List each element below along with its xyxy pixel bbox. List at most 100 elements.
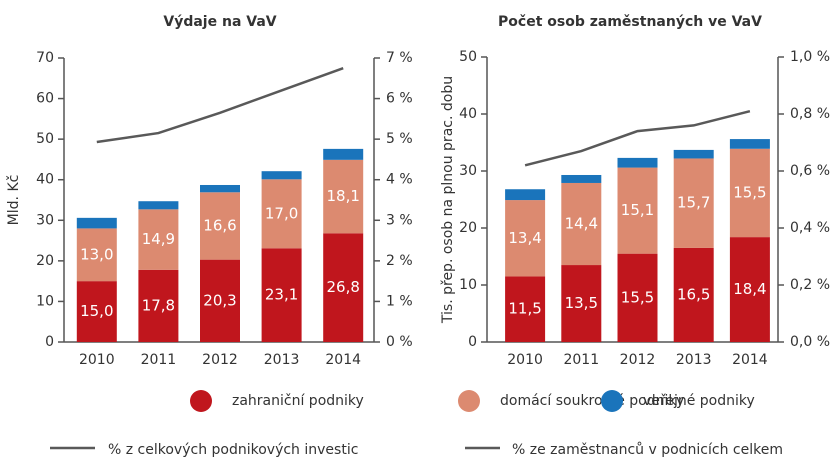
data-label: 18,4 [733,280,766,298]
x-tick-label: 2010 [507,352,543,368]
legend-swatch [190,390,212,412]
bar-segment [673,149,714,159]
data-label: 13,0 [80,245,113,263]
bar-segment [76,228,117,282]
legend-label: domácí soukromé podniky [500,393,684,409]
bar-segment [200,184,240,193]
bar-segment [138,201,179,210]
bar-segment [729,148,770,238]
y-tick-label: 60 [36,91,54,107]
x-tick-label: 2012 [202,352,238,368]
y2-tick-label: 1 % [386,293,413,309]
y2-tick-label: 0,8 % [790,106,830,122]
y-tick-label: 0 [468,334,477,350]
bar-segment [505,189,546,201]
y2-tick-label: 0,0 % [790,334,830,350]
bar-segment [261,171,302,180]
y-tick-label: 20 [36,253,54,269]
data-label: 20,3 [203,291,236,309]
bar-segment [76,281,117,342]
bar-segment [138,209,179,270]
y-tick-label: 40 [36,172,54,188]
data-label: 17,8 [142,296,175,314]
data-label: 18,1 [326,187,359,205]
legend-label: % z celkových podnikových investic [108,442,358,458]
y2-tick-label: 2 % [386,253,413,269]
y-tick-label: 30 [36,212,54,228]
y-tick-label: 10 [36,293,54,309]
line [96,66,344,144]
y2-tick-label: 6 % [386,91,413,107]
data-label: 23,1 [265,286,298,304]
y2-tick-label: 1,0 % [790,49,830,65]
bar-segment [729,139,770,149]
bar-segment [200,192,240,260]
y2-tick-label: 4 % [386,172,413,188]
bar-segment [138,269,179,342]
x-tick-label: 2013 [676,352,712,368]
data-label: 15,7 [677,194,710,212]
x-tick-label: 2011 [563,352,599,368]
bar-segment [323,148,364,160]
y-tick-label: 10 [459,277,477,293]
data-label: 13,4 [508,229,541,247]
bar-segment [76,217,117,229]
bar-segment [261,179,302,249]
y2-tick-label: 3 % [386,212,413,228]
data-label: 16,5 [677,285,710,303]
x-tick-label: 2013 [264,352,300,368]
y-tick-label: 20 [459,220,477,236]
data-label: 14,9 [142,230,175,248]
bar-segment [200,259,240,342]
bar-segment [261,248,302,342]
bar-segment [323,159,364,234]
bar-segment [323,233,364,342]
bar-segment [561,265,602,342]
data-label: 13,5 [565,294,598,312]
x-tick-label: 2014 [732,352,768,368]
legend-label: % ze zaměstnanců v podnicích celkem [512,442,783,458]
y-tick-label: 40 [459,106,477,122]
legend-swatch [458,390,480,412]
x-tick-label: 2010 [79,352,115,368]
legend-swatch [601,390,623,412]
bar-segment [673,158,714,248]
y-tick-label: 30 [459,163,477,179]
y2-tick-label: 7 % [386,50,413,66]
bar-segment [673,247,714,342]
bar-segment [505,276,546,342]
line [524,109,751,167]
y-axis-label: Tis. přep. osob na plnou prac. dobu [440,76,456,324]
y-tick-label: 0 [45,334,54,350]
data-label: 15,0 [80,302,113,320]
data-label: 15,5 [621,288,654,306]
y2-tick-label: 5 % [386,131,413,147]
bar-segment [561,182,602,266]
y2-tick-label: 0,2 % [790,277,830,293]
y-tick-label: 70 [36,50,54,66]
data-label: 15,1 [621,201,654,219]
bar-segment [617,157,658,168]
bar-segment [617,253,658,342]
data-label: 17,0 [265,204,298,222]
y-tick-label: 50 [36,131,54,147]
y2-tick-label: 0 % [386,334,413,350]
x-tick-label: 2011 [141,352,177,368]
legend-label: veřejné podniky [643,393,755,409]
x-tick-label: 2012 [620,352,656,368]
x-tick-label: 2014 [325,352,361,368]
bar-segment [561,174,602,183]
y2-tick-label: 0,4 % [790,220,830,236]
data-label: 14,4 [565,215,598,233]
y-axis-label: Mld. Kč [6,175,22,226]
bar-segment [505,200,546,277]
legend-label: zahraniční podniky [232,393,364,409]
y-tick-label: 50 [459,49,477,65]
bar-segment [617,167,658,254]
chart-title: Výdaje na VaV [163,14,276,30]
chart-title: Počet osob zaměstnaných ve VaV [498,14,762,30]
data-label: 26,8 [326,278,359,296]
data-label: 11,5 [508,300,541,318]
y2-tick-label: 0,6 % [790,163,830,179]
